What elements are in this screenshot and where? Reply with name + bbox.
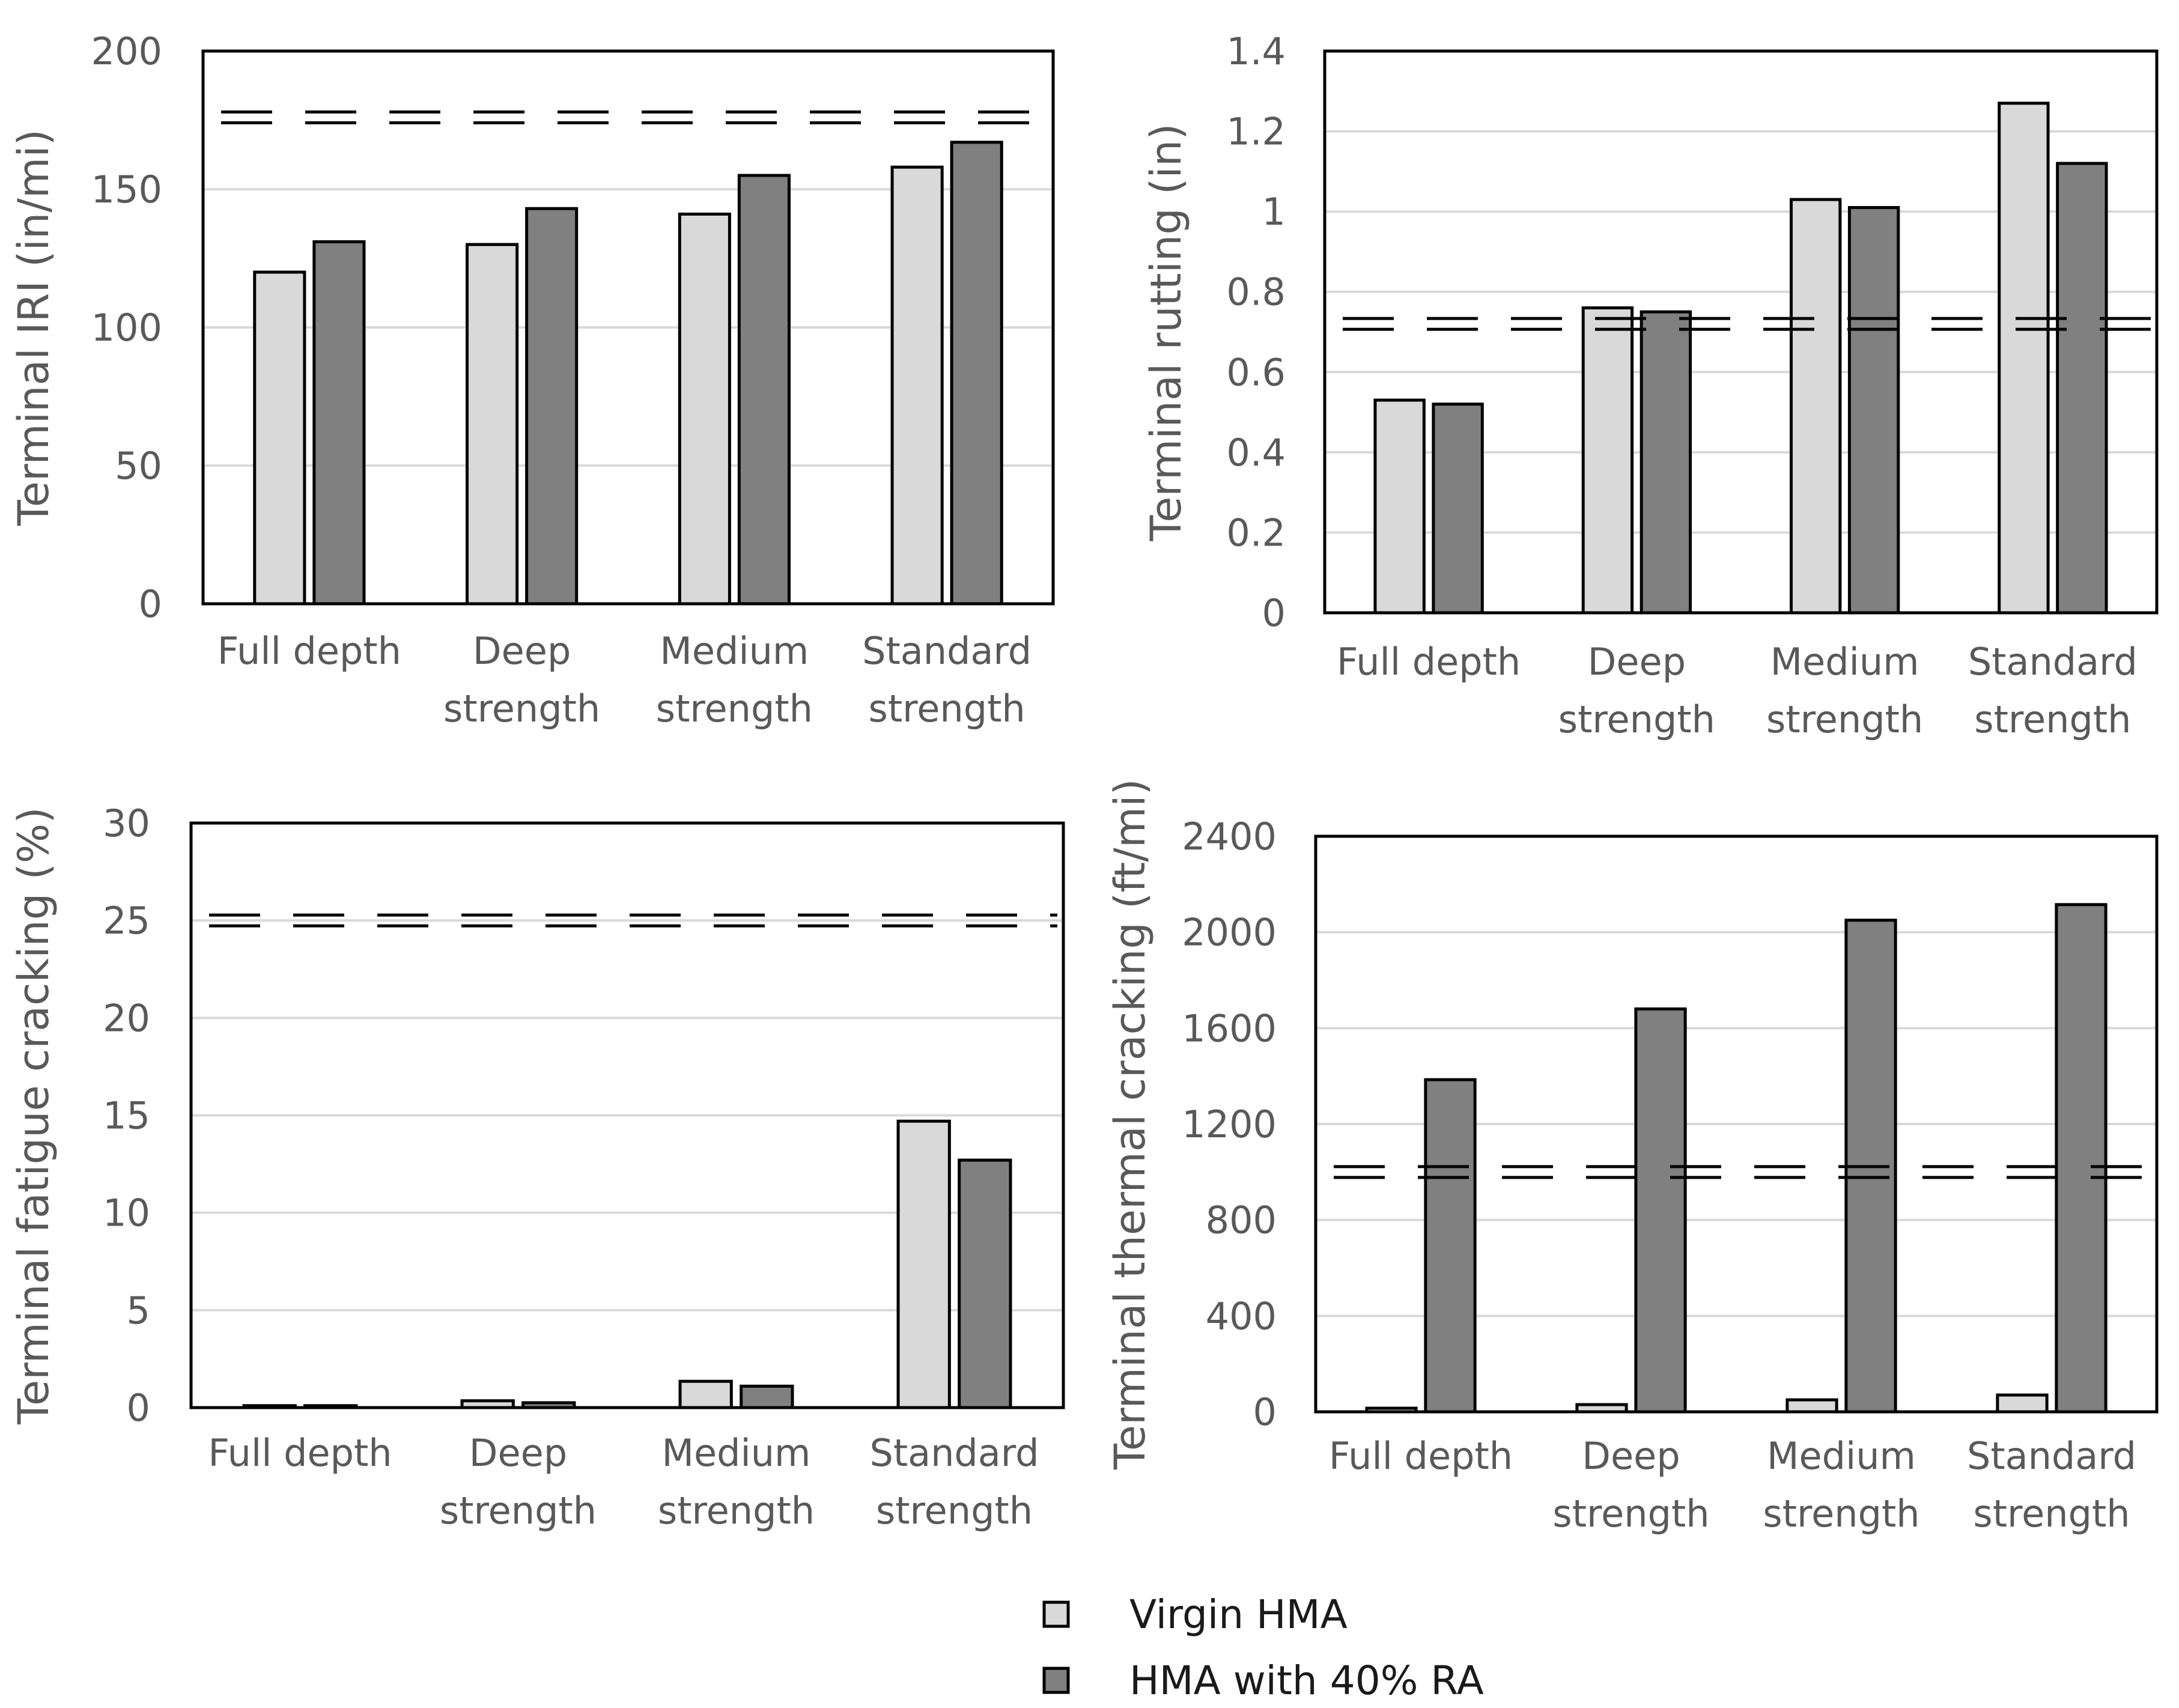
thermal-cracking-category-label-standard-strength: strength xyxy=(1973,1492,2130,1536)
thermal-cracking-category-label-full-depth: Full depth xyxy=(1329,1434,1513,1478)
rutting-y-tick-label: 0.2 xyxy=(1226,511,1286,555)
fatigue-cracking-plot-frame xyxy=(189,821,1065,1409)
rutting-category-label-medium-strength: strength xyxy=(1766,697,1923,741)
fatigue-cracking-bar-virgin-hma-standard-strength xyxy=(896,1119,951,1409)
iri-y-tick-label: 150 xyxy=(91,168,162,211)
thermal-cracking-category-label-standard-strength: Standard xyxy=(1967,1434,2136,1478)
fatigue-cracking-y-tick-label: 30 xyxy=(103,801,150,845)
iri-y-tick-label: 0 xyxy=(139,582,162,626)
iri-category-label-deep-strength: strength xyxy=(443,687,600,731)
iri-bar-virgin-hma-standard-strength xyxy=(890,165,944,606)
legend: Virgin HMA HMA with 40% RA xyxy=(1042,1591,1484,1704)
fatigue-cracking-category-label-standard-strength: Standard xyxy=(869,1431,1039,1475)
iri-y-tick-label: 200 xyxy=(91,29,162,73)
iri-bar-virgin-hma-medium-strength xyxy=(678,212,731,606)
rutting-bar-virgin-hma-standard-strength xyxy=(1998,102,2050,615)
rutting-bar-virgin-hma-medium-strength xyxy=(1789,198,1842,615)
legend-swatch-virgin-hma xyxy=(1042,1600,1070,1628)
thermal-cracking-chart: 0 400 800 1200 1600 2000 2400 Full depth Deep str… xyxy=(1105,779,2159,1536)
rutting-chart: 0 0.2 0.4 0.6 0.8 1 1.2 1.4 Full depth Deep streng… xyxy=(1141,29,2159,741)
fatigue-cracking-category-label-medium-strength: strength xyxy=(658,1489,815,1533)
rutting-y-tick-label: 1 xyxy=(1262,190,1286,234)
thermal-cracking-category-label-medium-strength: strength xyxy=(1763,1492,1919,1536)
iri-bar-hma-with-ra-full-depth xyxy=(312,240,366,606)
iri-bar-hma-with-ra-standard-strength xyxy=(950,141,1003,606)
fatigue-cracking-y-tick-label: 5 xyxy=(127,1289,150,1333)
thermal-cracking-bar-hma-with-ra-deep-strength xyxy=(1634,1007,1687,1414)
legend-label-hma-with-ra: HMA with 40% RA xyxy=(1129,1658,1484,1704)
thermal-cracking-bar-virgin-hma-standard-strength xyxy=(1996,1393,2049,1414)
thermal-cracking-bar-hma-with-ra-standard-strength xyxy=(2055,903,2108,1414)
iri-category-label-medium-strength: Medium xyxy=(660,629,809,673)
fatigue-cracking-y-tick-label: 25 xyxy=(103,899,150,943)
rutting-y-axis-label: Terminal rutting (in) xyxy=(1141,123,1191,541)
fatigue-cracking-y-tick-label: 0 xyxy=(127,1386,150,1430)
thermal-cracking-category-label-medium-strength: Medium xyxy=(1767,1434,1916,1478)
fatigue-cracking-y-tick-label: 20 xyxy=(103,996,150,1040)
fatigue-cracking-category-label-deep-strength: strength xyxy=(440,1489,597,1533)
thermal-cracking-y-tick-label: 2000 xyxy=(1182,911,1277,955)
rutting-bar-hma-with-ra-standard-strength xyxy=(2056,162,2108,615)
iri-bar-virgin-hma-full-depth xyxy=(253,270,306,606)
iri-category-label-full-depth: Full depth xyxy=(217,629,401,673)
iri-plot-frame xyxy=(201,49,1055,606)
legend-swatch-hma-with-ra xyxy=(1042,1667,1070,1694)
iri-category-label-medium-strength: strength xyxy=(656,687,813,731)
iri-category-label-standard-strength: strength xyxy=(869,687,1026,731)
rutting-y-tick-label: 0.6 xyxy=(1226,350,1286,394)
rutting-plot-frame xyxy=(1323,49,2159,615)
rutting-y-tick-label: 1.2 xyxy=(1226,110,1286,154)
rutting-bar-hma-with-ra-medium-strength xyxy=(1847,205,1900,615)
iri-y-tick-label: 100 xyxy=(91,306,162,350)
rutting-bar-virgin-hma-deep-strength xyxy=(1581,306,1634,615)
rutting-y-tick-label: 0.8 xyxy=(1226,270,1286,314)
rutting-category-label-deep-strength: strength xyxy=(1558,697,1715,741)
iri-bar-hma-with-ra-medium-strength xyxy=(737,174,791,606)
fatigue-cracking-category-label-medium-strength: Medium xyxy=(662,1431,811,1475)
iri-y-tick-label: 50 xyxy=(115,444,162,488)
iri-chart: 0 50 100 150 200 Full depth Deep strength Medium… xyxy=(9,29,1055,731)
iri-y-axis-label: Terminal IRI (in/mi) xyxy=(9,129,58,526)
fatigue-cracking-y-tick-label: 15 xyxy=(103,1094,150,1138)
thermal-cracking-y-tick-label: 400 xyxy=(1206,1294,1277,1338)
thermal-cracking-y-tick-label: 1600 xyxy=(1182,1006,1277,1050)
thermal-cracking-bar-virgin-hma-medium-strength xyxy=(1785,1398,1838,1414)
thermal-cracking-bar-hma-with-ra-full-depth xyxy=(1424,1078,1477,1414)
fatigue-cracking-category-label-deep-strength: Deep xyxy=(469,1431,567,1475)
iri-category-label-deep-strength: Deep xyxy=(473,629,571,673)
rutting-bar-virgin-hma-full-depth xyxy=(1373,398,1426,615)
fatigue-cracking-y-tick-label: 10 xyxy=(103,1191,150,1235)
thermal-cracking-y-tick-label: 1200 xyxy=(1182,1102,1277,1146)
fatigue-cracking-chart: 0 5 10 15 20 25 30 Full depth Deep strength Medium… xyxy=(9,801,1065,1533)
thermal-cracking-category-label-deep-strength: strength xyxy=(1552,1492,1709,1536)
rutting-category-label-medium-strength: Medium xyxy=(1770,640,1919,684)
rutting-y-tick-label: 0 xyxy=(1262,591,1286,635)
rutting-category-label-standard-strength: strength xyxy=(1974,697,2131,741)
rutting-category-label-deep-strength: Deep xyxy=(1588,640,1686,684)
rutting-bar-hma-with-ra-full-depth xyxy=(1432,403,1484,615)
thermal-cracking-category-label-deep-strength: Deep xyxy=(1582,1434,1680,1478)
fatigue-cracking-bar-hma-with-ra-medium-strength xyxy=(740,1384,794,1409)
rutting-bar-hma-with-ra-deep-strength xyxy=(1640,310,1692,615)
rutting-y-tick-label: 0.4 xyxy=(1226,431,1286,475)
thermal-cracking-y-tick-label: 0 xyxy=(1253,1390,1277,1434)
thermal-cracking-y-axis-label: Terminal thermal cracking (ft/mi) xyxy=(1105,779,1155,1470)
fatigue-cracking-bar-virgin-hma-medium-strength xyxy=(678,1379,733,1409)
rutting-y-tick-label: 1.4 xyxy=(1226,29,1286,73)
iri-bar-virgin-hma-deep-strength xyxy=(466,243,519,606)
thermal-cracking-y-tick-label: 800 xyxy=(1206,1199,1277,1242)
iri-category-label-standard-strength: Standard xyxy=(862,629,1032,673)
fatigue-cracking-category-label-standard-strength: strength xyxy=(876,1489,1033,1533)
thermal-cracking-plot-frame xyxy=(1314,834,2159,1414)
fatigue-cracking-bar-hma-with-ra-standard-strength xyxy=(958,1158,1012,1409)
fatigue-cracking-y-axis-label: Terminal fatigue cracking (%) xyxy=(9,807,58,1424)
legend-label-virgin-hma: Virgin HMA xyxy=(1129,1591,1348,1638)
rutting-category-label-standard-strength: Standard xyxy=(1968,640,2138,684)
fatigue-cracking-category-label-full-depth: Full depth xyxy=(208,1431,392,1475)
rutting-category-label-full-depth: Full depth xyxy=(1337,640,1521,684)
iri-bar-hma-with-ra-deep-strength xyxy=(525,207,579,606)
thermal-cracking-y-tick-label: 2400 xyxy=(1182,815,1277,859)
